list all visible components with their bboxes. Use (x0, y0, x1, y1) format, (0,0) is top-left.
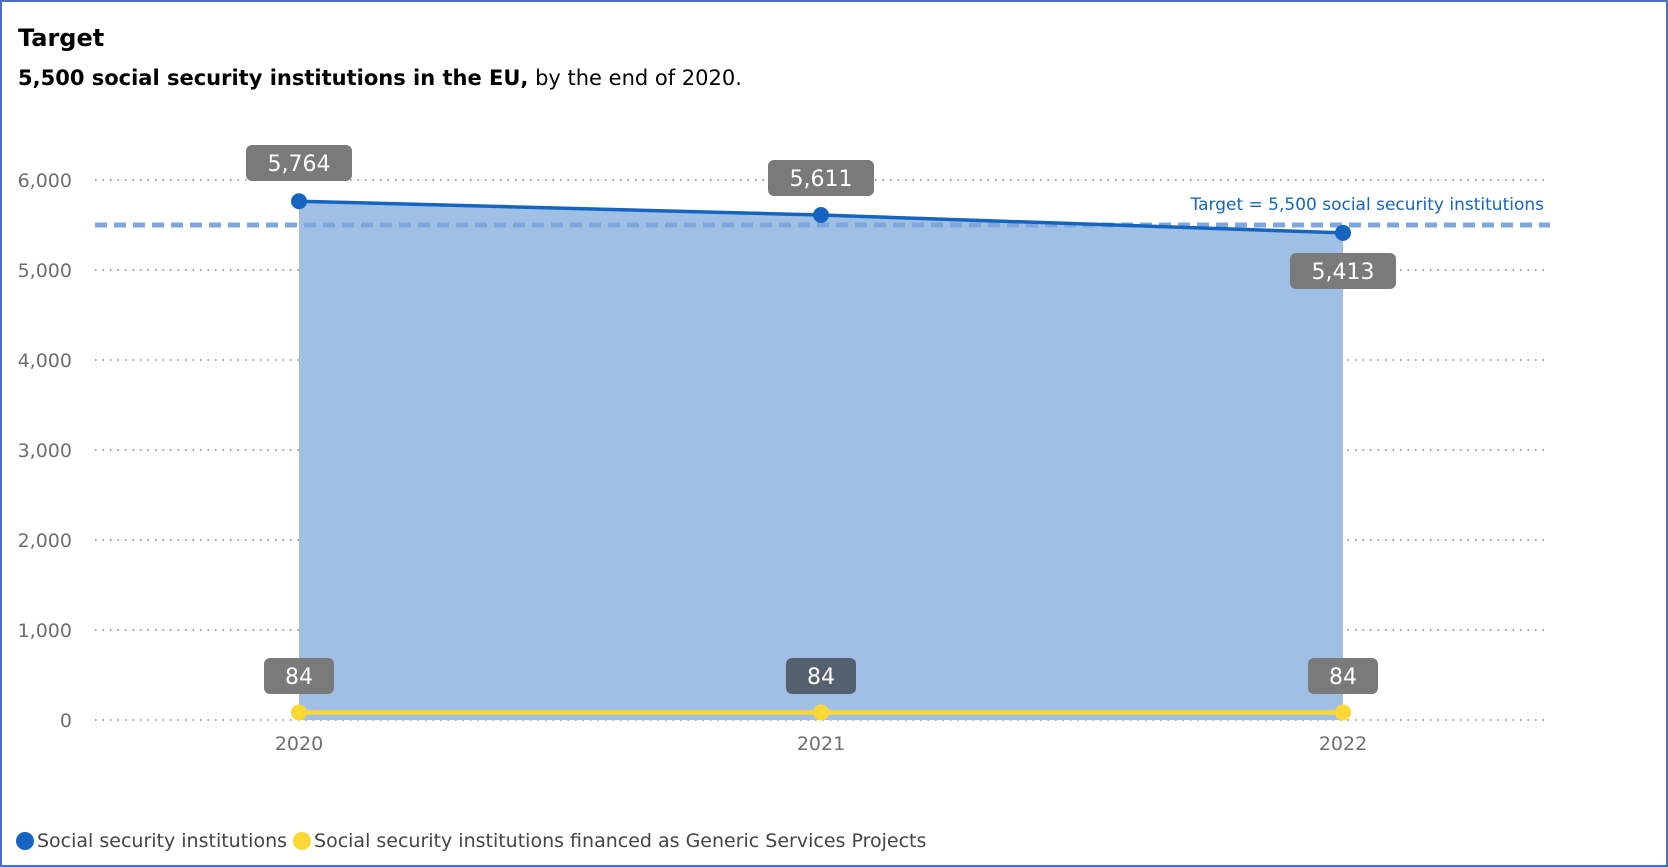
x-tick-label: 2020 (275, 733, 323, 755)
point-series-2 (813, 704, 829, 721)
data-label-box (786, 658, 856, 694)
subtitle-bold: 5,500 social security institutions in th… (18, 66, 529, 90)
subtitle-rest: by the end of 2020. (528, 66, 742, 90)
area-series-1 (299, 201, 1343, 721)
legend-item-series-2[interactable]: Social security institutions financed as… (293, 830, 926, 852)
legend: Social security institutions Social secu… (16, 830, 932, 852)
y-tick-label: 0 (60, 710, 72, 732)
data-label-box (768, 160, 874, 196)
y-tick-label: 5,000 (18, 260, 72, 282)
point-series-1 (813, 207, 829, 224)
y-tick-label: 2,000 (18, 530, 72, 552)
data-label: 5,611 (790, 167, 853, 192)
data-label: 84 (807, 665, 835, 690)
chart-subtitle: 5,500 social security institutions in th… (18, 66, 742, 90)
y-tick-label: 4,000 (18, 350, 72, 372)
legend-label-series-2: Social security institutions financed as… (314, 830, 927, 852)
x-tick-label: 2021 (797, 733, 845, 755)
data-label-box (264, 658, 334, 694)
chart-title: Target (18, 24, 105, 52)
data-label-box (1290, 253, 1396, 289)
y-tick-label: 6,000 (18, 170, 72, 192)
target-label: Target = 5,500 social security instituti… (1190, 195, 1545, 215)
legend-label-series-1: Social security institutions (37, 830, 288, 852)
point-series-2 (1335, 704, 1351, 721)
legend-marker-series-1 (16, 832, 34, 850)
x-tick-label: 2022 (1319, 733, 1367, 755)
y-tick-label: 1,000 (18, 620, 72, 642)
y-tick-label: 3,000 (18, 440, 72, 462)
data-label: 84 (1329, 665, 1357, 690)
data-label-box (246, 145, 352, 181)
data-label-box (1308, 658, 1378, 694)
point-series-1 (291, 193, 307, 210)
data-label: 5,413 (1312, 260, 1375, 285)
legend-marker-series-2 (293, 832, 312, 850)
data-label: 84 (285, 665, 313, 690)
legend-item-series-1[interactable]: Social security institutions (16, 830, 287, 852)
data-label: 5,764 (268, 152, 331, 177)
point-series-1 (1335, 224, 1351, 241)
point-series-2 (291, 704, 307, 721)
